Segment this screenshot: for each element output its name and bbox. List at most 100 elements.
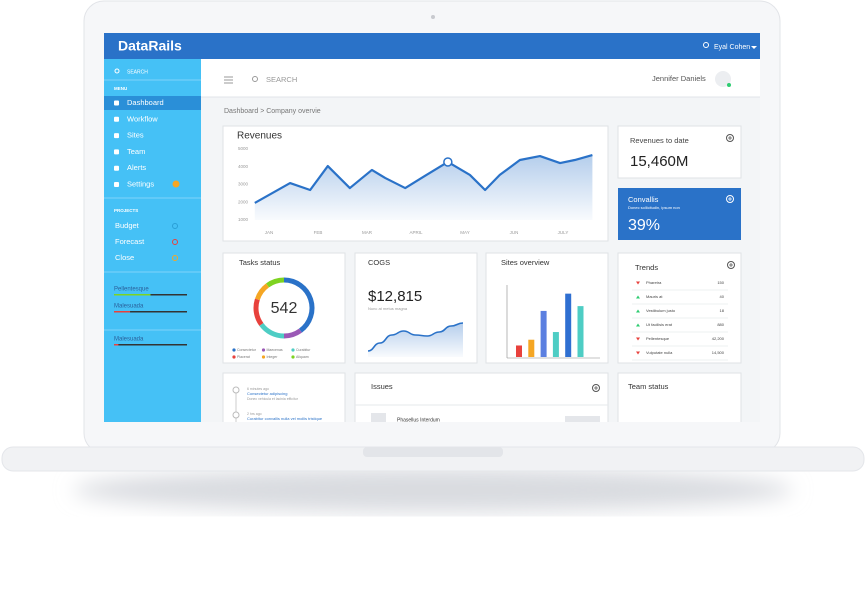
area: [254, 155, 593, 220]
donut-segment: [254, 283, 270, 301]
menu-item[interactable]: Settings: [127, 179, 154, 188]
breadcrumb[interactable]: Dashboard > Company overvie: [224, 108, 321, 115]
bar: [577, 306, 584, 357]
legend-label: Integer: [267, 355, 279, 359]
sidebar-search[interactable]: SEARCH: [127, 69, 148, 75]
add-button[interactable]: [592, 384, 600, 392]
add-button[interactable]: [727, 261, 735, 269]
project-item[interactable]: Budget: [115, 221, 140, 230]
bar: [528, 339, 535, 357]
camera: [431, 15, 435, 19]
menu-item[interactable]: Alerts: [127, 163, 146, 172]
x-tick-label: APRIL: [409, 230, 423, 235]
notch: [363, 447, 503, 457]
caret: [751, 46, 757, 49]
menu-icon: [114, 100, 119, 106]
x-tick-label: MAR: [362, 230, 373, 235]
trend-arrow: [636, 295, 640, 299]
card-title: Sites overview: [501, 258, 550, 267]
legend-label: Aliquam: [296, 355, 309, 359]
menu-item[interactable]: Sites: [127, 131, 144, 140]
legend-swatch: [261, 355, 266, 359]
trend-value: 42,200: [712, 336, 725, 341]
trend-name: Pharetra: [646, 280, 662, 285]
menu-icon: [114, 165, 119, 171]
card-subtitle: Nunc at metus magna: [368, 306, 408, 311]
project-status: [172, 239, 178, 245]
legend-label: Placerat: [237, 355, 250, 359]
timeline-dot: [232, 386, 240, 394]
trend-name: Ut facilisis erat: [646, 322, 673, 327]
project-status: [172, 255, 178, 261]
brand[interactable]: DataRails: [118, 38, 182, 54]
donut-segment: [253, 298, 264, 326]
legend-label: Maecenas: [267, 348, 283, 352]
trend-name: Pellentesque: [646, 336, 670, 341]
issue-item[interactable]: Phasellus Interdum: [397, 417, 440, 423]
project-item[interactable]: Close: [115, 253, 134, 262]
plus: [728, 197, 732, 201]
trend-arrow: [636, 323, 640, 327]
menu-icon: [114, 116, 119, 122]
card: [617, 252, 742, 364]
legend-swatch: [232, 348, 236, 352]
y-tick-label: 4000: [238, 164, 249, 169]
card-title: Team status: [628, 382, 669, 391]
timeline-text: Donec vehicula et lacinia efficitur: [247, 397, 299, 401]
add-button[interactable]: [726, 134, 734, 142]
thumbnail: [371, 413, 386, 422]
project-item[interactable]: Forecast: [115, 237, 145, 246]
screen: DataRails Eyal Cohen SEARCH MENU Dashboa…: [104, 33, 760, 423]
donut-segment: [283, 328, 302, 339]
legend-swatch: [232, 355, 236, 359]
card: [354, 372, 609, 422]
header-user[interactable]: Eyal Cohen: [714, 44, 750, 51]
y-tick-label: 3000: [238, 182, 249, 187]
y-tick-label: 5000: [238, 146, 249, 151]
search-icon: [114, 68, 120, 74]
plus: [728, 136, 732, 140]
menu-icon[interactable]: [224, 76, 233, 84]
timeline-title[interactable]: Curabitur convallis nulla vel mollis tri…: [247, 416, 323, 421]
menu-item[interactable]: Workflow: [127, 114, 158, 123]
kpi-value: 15,460M: [630, 153, 688, 170]
kpi-value: 39%: [628, 217, 660, 234]
bar: [565, 293, 572, 357]
legend-label: Consectetur: [237, 348, 257, 352]
card: [222, 372, 346, 422]
status-dot: [727, 83, 731, 87]
kpi-value: $12,815: [368, 288, 422, 305]
card-title: Revenues to date: [630, 136, 689, 145]
avatar[interactable]: [715, 71, 731, 87]
legend-swatch: [261, 348, 266, 352]
topbar-user[interactable]: Jennifer Daniels: [652, 74, 706, 83]
header: [104, 33, 760, 59]
menu-icon: [114, 149, 119, 155]
card: [618, 188, 741, 240]
progress-bar: [114, 344, 119, 346]
notification-badge: [172, 180, 180, 188]
bar: [516, 345, 522, 357]
trend-value: 880: [717, 322, 724, 327]
x-tick-label: JAN: [265, 230, 274, 235]
timeline-title[interactable]: Consectetur adipiscing: [247, 391, 287, 396]
timeline-dot: [232, 411, 240, 419]
menu-item[interactable]: Team: [127, 147, 145, 156]
progress-bar: [114, 311, 131, 313]
progress-label: Malesuada: [114, 304, 144, 310]
add-button[interactable]: [726, 195, 734, 203]
card-subtitle: Donec sollicitudin, ipsum non: [628, 205, 680, 210]
donut-segment: [283, 277, 315, 333]
badge: [565, 416, 600, 422]
trend-name: Vulputate nulla: [646, 350, 673, 355]
card-title: Trends: [635, 263, 658, 272]
topbar-search[interactable]: SEARCH: [266, 75, 297, 84]
card: [617, 372, 742, 422]
user-icon: [703, 42, 709, 48]
trend-arrow: [636, 309, 640, 313]
menu-item[interactable]: Dashboard: [127, 98, 164, 107]
project-status: [172, 223, 178, 229]
point-marker[interactable]: [443, 157, 453, 167]
